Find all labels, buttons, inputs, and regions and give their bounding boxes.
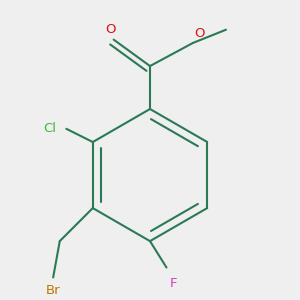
Text: O: O xyxy=(105,23,116,36)
Text: Br: Br xyxy=(46,284,61,297)
Text: O: O xyxy=(195,27,205,40)
Text: F: F xyxy=(169,278,177,290)
Text: Cl: Cl xyxy=(44,122,56,135)
